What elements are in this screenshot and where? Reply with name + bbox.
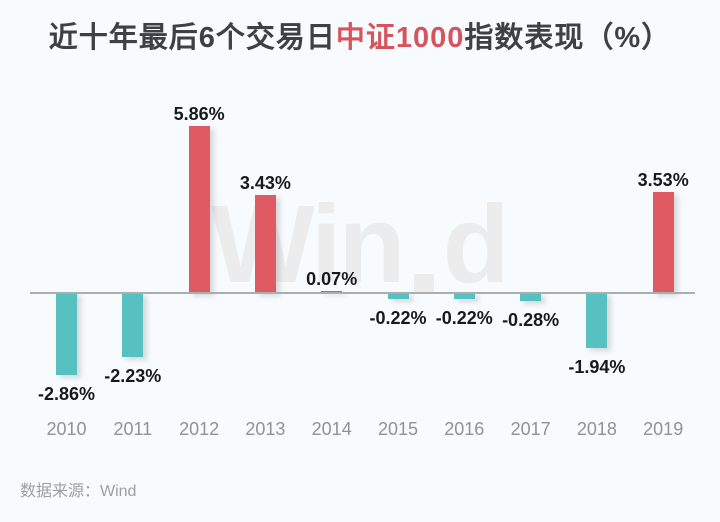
category-label-2014: 2014 xyxy=(311,419,352,439)
watermark-square-dot-icon xyxy=(413,273,434,292)
category-label-2013: 2013 xyxy=(245,419,286,439)
data-source-note: 数据来源：Wind xyxy=(20,483,137,500)
category-label-2012: 2012 xyxy=(179,419,220,439)
bar-2011 xyxy=(122,293,144,357)
value-label-2010: -2.86% xyxy=(37,383,96,404)
value-label-2011: -2.23% xyxy=(104,365,162,386)
category-label-2018: 2018 xyxy=(576,419,617,439)
watermark-text-left: Win xyxy=(211,183,406,306)
category-label-2016: 2016 xyxy=(444,419,485,439)
chart-title: 近十年最后6个交易日中证1000指数表现（%） xyxy=(0,14,720,56)
watermark-text-right: d xyxy=(442,183,510,306)
title-suffix: 指数表现（%） xyxy=(464,22,672,54)
value-label-2017: -0.28% xyxy=(502,309,560,330)
title-prefix: 近十年最后6个交易日 xyxy=(48,22,336,54)
value-label-2013: 3.43% xyxy=(239,173,291,194)
category-label-2011: 2011 xyxy=(113,419,153,439)
category-label-2010: 2010 xyxy=(46,419,87,439)
bar-2018 xyxy=(586,293,608,349)
bar-2010 xyxy=(56,293,77,375)
category-label-2019: 2019 xyxy=(643,419,684,439)
title-highlight: 中证1000 xyxy=(335,22,465,54)
value-label-2018: -1.94% xyxy=(568,357,626,378)
bar-2019 xyxy=(652,192,674,293)
bar-2012 xyxy=(188,125,210,293)
bar-2016 xyxy=(453,293,475,300)
bar-2013 xyxy=(254,195,276,293)
bar-2017 xyxy=(520,293,542,301)
category-label-2017: 2017 xyxy=(510,419,551,439)
bar-2015 xyxy=(387,293,409,300)
value-label-2012: 5.86% xyxy=(173,103,225,124)
value-label-2014: 0.07% xyxy=(306,269,358,289)
value-label-2019: 3.53% xyxy=(637,170,689,191)
wind-watermark: Win d xyxy=(211,183,510,306)
category-label-2015: 2015 xyxy=(377,419,419,439)
value-label-2016: -0.22% xyxy=(435,308,493,329)
zero-axis-line xyxy=(30,292,695,294)
value-label-2015: -0.22% xyxy=(369,308,427,329)
